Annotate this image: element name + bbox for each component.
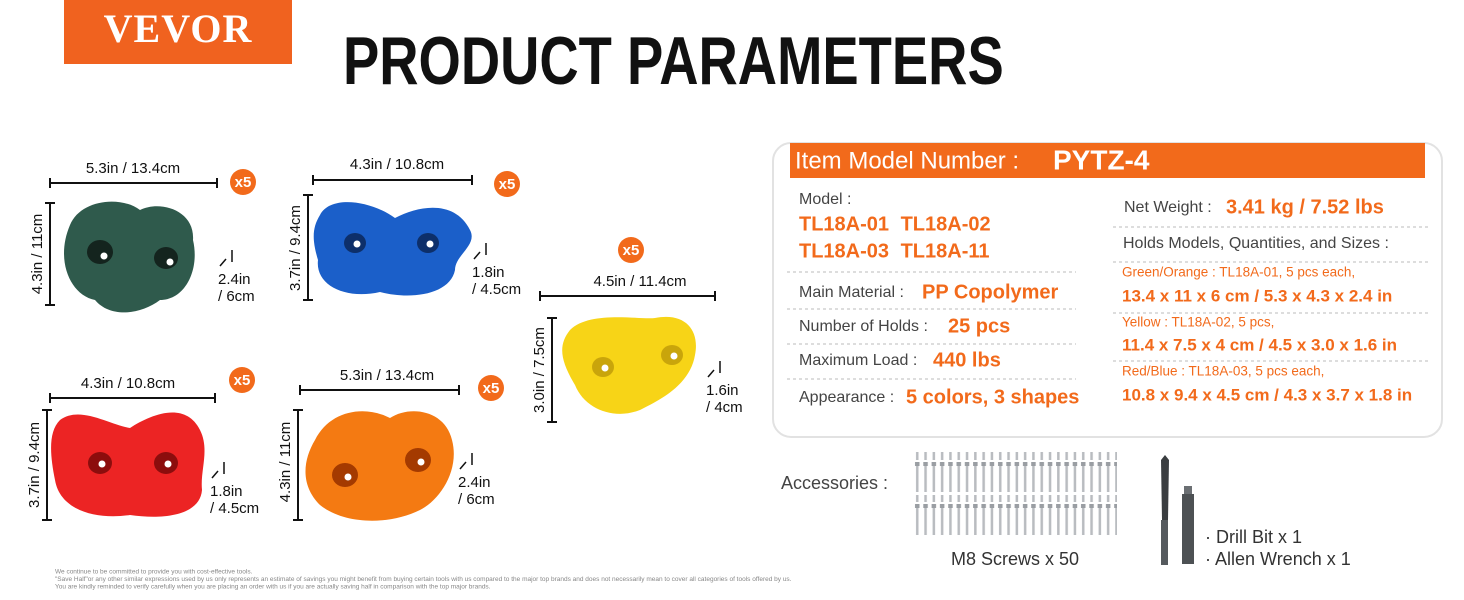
hold-yellow [562,316,696,414]
width-label: 4.3in / 10.8cm [350,156,444,173]
depth-marker [219,250,233,267]
depth-label: / 4.5cm [210,500,259,517]
spec-label: Net Weight : [1124,199,1212,216]
drill-bit-label: · Drill Bit x 1 [1205,527,1302,547]
allen-wrench [1182,486,1194,564]
depth-label: / 6cm [218,288,255,305]
brand-name: VEVOR [104,6,253,51]
depth-label: / 4.5cm [472,281,521,298]
quantity-badge [478,375,504,401]
header-label: Item Model Number : [795,147,1019,174]
accessories-label: Accessories : [781,473,888,493]
depth-marker [707,361,721,378]
spec-value: 3.41 kg / 7.52 lbs [1226,196,1384,218]
spec-label: Main Material : [799,284,904,301]
spec-label: Model : [799,191,851,208]
spec-value: 25 pcs [948,315,1010,337]
size-models: Yellow : TL18A-02, 5 pcs, [1122,315,1274,330]
quantity-label: x5 [483,380,500,397]
depth-label: / 6cm [458,491,495,508]
width-label: 4.5in / 11.4cm [593,273,686,290]
hold-green [64,201,195,313]
spec-value: TL18A-01 TL18A-02 [799,213,991,235]
spec-label: Appearance : [799,389,894,406]
spec-label: Number of Holds : [799,318,928,335]
size-models: Green/Orange : TL18A-01, 5 pcs each, [1122,265,1355,280]
width-label: 5.3in / 13.4cm [86,160,180,177]
quantity-label: x5 [623,242,640,259]
height-label: 3.7in / 9.4cm [26,422,43,508]
height-label: 4.3in / 11cm [29,214,46,295]
footnote: "Save Half"or any other similar expressi… [55,576,792,583]
allen-wrench-label: · Allen Wrench x 1 [1205,549,1351,569]
depth-label: 2.4in [458,474,491,491]
height-label: 4.3in / 11cm [277,422,294,503]
quantity-label: x5 [234,372,251,389]
depth-label: 2.4in [218,271,251,288]
footnote: We continue to be committed to provide y… [55,569,253,576]
spec-header-bar [790,143,1425,178]
spec-value: 5 colors, 3 shapes [906,386,1079,408]
depth-marker [459,453,473,470]
width-label: 5.3in / 13.4cm [340,367,434,384]
brand-logo [64,0,292,64]
spec-value: PP Copolymer [922,281,1059,303]
hold-blue [313,202,472,296]
quantity-badge [618,237,644,263]
quantity-badge [229,367,255,393]
spec-value: TL18A-03 TL18A-11 [799,240,990,262]
footnote: You are kindly reminded to verify carefu… [55,584,491,591]
width-label: 4.3in / 10.8cm [81,375,175,392]
depth-label: 1.8in [472,264,505,281]
size-values: 10.8 x 9.4 x 4.5 cm / 4.3 x 3.7 x 1.8 in [1122,385,1412,404]
height-label: 3.0in / 7.5cm [531,327,548,413]
depth-label: / 4cm [706,399,743,416]
page-title: PRODUCT PARAMETERS [343,23,1004,99]
drill-bit [1161,455,1169,565]
depth-marker [473,243,487,260]
screws-row [913,452,1117,492]
depth-marker [211,462,225,479]
size-values: 13.4 x 11 x 6 cm / 5.3 x 4.3 x 2.4 in [1122,286,1392,305]
quantity-label: x5 [499,176,516,193]
spec-value: 440 lbs [933,349,1001,371]
height-label: 3.7in / 9.4cm [287,205,304,291]
header-value: PYTZ-4 [1053,144,1150,175]
hold-orange [305,411,454,521]
screws-row [913,495,1117,535]
dividers [787,226,1430,380]
quantity-badge [230,169,256,195]
hold-red [51,412,205,517]
spec-label: Holds Models, Quantities, and Sizes : [1123,235,1389,252]
depth-label: 1.6in [706,382,739,399]
size-models: Red/Blue : TL18A-03, 5 pcs each, [1122,364,1324,379]
size-values: 11.4 x 7.5 x 4 cm / 4.5 x 3.0 x 1.6 in [1122,335,1397,354]
spec-label: Maximum Load : [799,352,917,369]
quantity-label: x5 [235,174,252,191]
depth-label: 1.8in [210,483,243,500]
quantity-badge [494,171,520,197]
screws-label: M8 Screws x 50 [951,549,1079,569]
